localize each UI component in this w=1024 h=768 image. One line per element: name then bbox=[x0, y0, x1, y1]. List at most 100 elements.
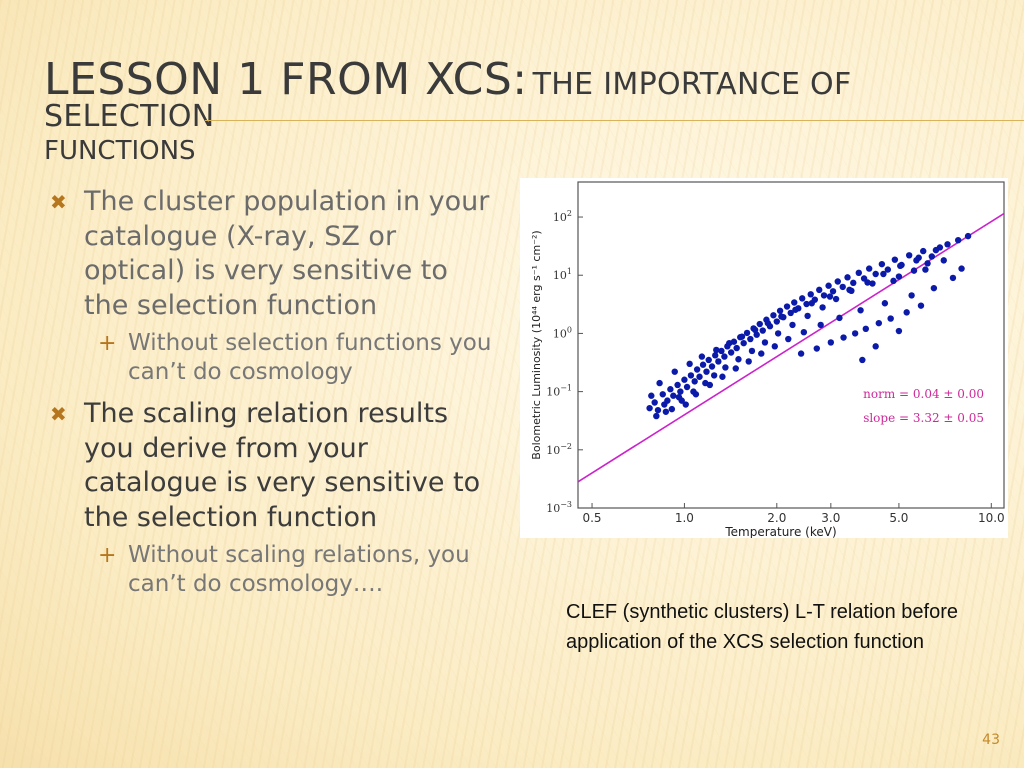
data-point bbox=[836, 314, 843, 322]
data-point bbox=[829, 288, 837, 295]
data-point bbox=[721, 353, 728, 360]
data-point bbox=[681, 376, 688, 383]
data-point bbox=[944, 241, 951, 248]
data-point bbox=[662, 408, 670, 415]
slide-title: Lesson 1 from XCS: The importance of sel… bbox=[44, 58, 1004, 165]
data-point bbox=[756, 320, 763, 328]
data-point bbox=[646, 404, 653, 412]
data-point bbox=[774, 330, 782, 337]
data-point bbox=[808, 300, 815, 307]
data-point bbox=[656, 379, 663, 387]
data-point bbox=[940, 257, 947, 264]
title-underline bbox=[205, 120, 1024, 121]
data-point bbox=[817, 321, 824, 329]
data-point bbox=[895, 273, 903, 280]
bullet-item: ✖ The scaling relation results you deriv… bbox=[48, 397, 498, 535]
x-tick-label: 2.0 bbox=[767, 511, 786, 525]
data-point bbox=[713, 346, 720, 354]
x-tick-label: 10.0 bbox=[978, 511, 1005, 525]
data-point bbox=[748, 347, 756, 355]
data-point bbox=[922, 266, 929, 273]
data-point bbox=[844, 274, 851, 281]
data-point bbox=[787, 309, 794, 317]
data-point bbox=[869, 280, 876, 287]
data-point bbox=[891, 256, 899, 263]
data-point bbox=[710, 372, 718, 379]
data-point bbox=[887, 315, 894, 322]
data-point bbox=[732, 365, 739, 372]
data-point bbox=[661, 401, 668, 408]
fit-annotation: norm = 0.04 ± 0.00 bbox=[863, 387, 984, 401]
bullet-x-icon: ✖ bbox=[50, 402, 67, 426]
data-point bbox=[702, 379, 709, 387]
data-point bbox=[864, 279, 871, 286]
data-point bbox=[816, 286, 823, 294]
data-point bbox=[715, 358, 722, 365]
data-point bbox=[890, 277, 897, 285]
data-point bbox=[733, 344, 740, 352]
sub-bullet-item: + Without selection functions you can’t … bbox=[48, 329, 498, 387]
data-point bbox=[827, 339, 835, 346]
data-point bbox=[727, 349, 735, 356]
data-point bbox=[708, 363, 716, 370]
sub-bullet-item: + Without scaling relations, you can’t d… bbox=[48, 541, 498, 599]
data-point bbox=[903, 309, 910, 316]
data-point bbox=[696, 373, 703, 380]
data-point bbox=[758, 350, 765, 357]
data-point bbox=[799, 295, 806, 302]
data-point bbox=[778, 313, 785, 320]
y-tick-label: 101 bbox=[553, 267, 572, 282]
data-point bbox=[872, 343, 879, 350]
data-point bbox=[807, 291, 814, 298]
data-point bbox=[773, 318, 780, 325]
data-point bbox=[932, 246, 940, 254]
data-point bbox=[895, 327, 903, 335]
bullet-text: The cluster population in your catalogue… bbox=[84, 186, 490, 321]
x-tick-label: 5.0 bbox=[889, 511, 908, 525]
data-point bbox=[675, 394, 683, 401]
data-point bbox=[648, 392, 655, 399]
data-point bbox=[839, 283, 846, 291]
data-point bbox=[917, 302, 925, 309]
data-point bbox=[691, 378, 698, 385]
page-number: 43 bbox=[982, 732, 1000, 748]
y-tick-label: 10−3 bbox=[546, 500, 572, 515]
data-point bbox=[705, 356, 712, 364]
data-point bbox=[964, 232, 972, 240]
data-point bbox=[862, 325, 870, 333]
data-point bbox=[740, 339, 747, 347]
data-point bbox=[722, 364, 729, 371]
data-point bbox=[949, 274, 957, 282]
scatter-plot: 0.5 1.0 2.0 3.0 5.0 10.0 10−3 10−2 10−1 100 101 102… bbox=[530, 181, 1005, 539]
bullet-item: ✖ The cluster population in your catalog… bbox=[48, 185, 498, 323]
data-point bbox=[743, 329, 751, 337]
data-point bbox=[759, 327, 766, 334]
plot-area bbox=[578, 212, 1004, 483]
data-point bbox=[813, 345, 820, 352]
data-point bbox=[789, 321, 796, 329]
data-point bbox=[800, 328, 808, 336]
data-point bbox=[910, 267, 918, 274]
data-point bbox=[683, 383, 691, 391]
data-point bbox=[820, 292, 828, 299]
data-point bbox=[693, 366, 701, 373]
data-point bbox=[687, 372, 695, 379]
y-tick-label: 102 bbox=[553, 209, 572, 224]
data-point bbox=[699, 361, 707, 368]
data-point bbox=[745, 358, 752, 365]
data-point bbox=[712, 352, 719, 359]
data-point bbox=[920, 247, 927, 255]
data-point bbox=[654, 406, 662, 414]
data-point bbox=[880, 270, 887, 278]
data-point bbox=[726, 339, 733, 347]
data-point bbox=[884, 266, 892, 273]
x-tick-label: 1.0 bbox=[675, 511, 694, 525]
data-point bbox=[826, 293, 834, 300]
title-main: Lesson 1 from XCS: bbox=[44, 54, 528, 105]
lt-relation-chart: 0.5 1.0 2.0 3.0 5.0 10.0 10−3 10−2 10−1 100 101 102… bbox=[520, 178, 1008, 539]
data-point bbox=[834, 278, 841, 285]
data-point bbox=[761, 339, 769, 346]
data-point bbox=[677, 388, 684, 395]
data-point bbox=[792, 306, 799, 313]
data-point bbox=[670, 392, 677, 399]
